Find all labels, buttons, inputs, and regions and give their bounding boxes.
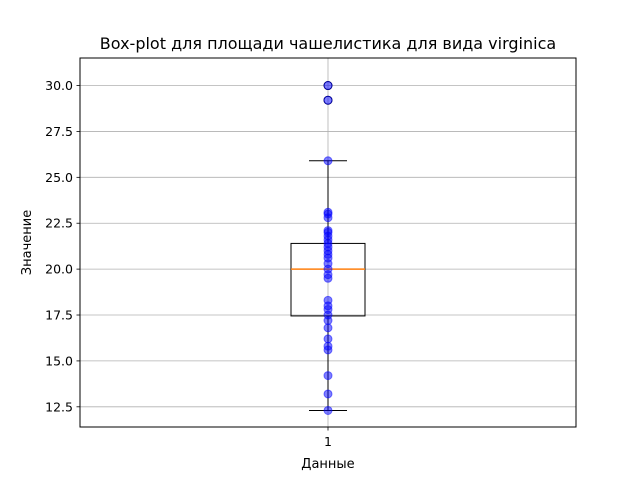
x-axis-label: Данные: [301, 457, 354, 472]
x-tick-label: 1: [324, 434, 332, 449]
data-point: [323, 334, 333, 344]
data-point: [323, 323, 333, 333]
data-point: [323, 389, 333, 399]
plot-area-frame: [79, 57, 577, 428]
y-tick-label: 15.0: [45, 353, 73, 368]
y-tick-label: 12.5: [45, 399, 73, 414]
y-tick-label: 22.5: [45, 216, 73, 231]
data-point: [323, 226, 333, 236]
axis-ticks: 12.5 15.0 17.5 20.0 22.5 25.0 27.5 30.0 1: [45, 78, 332, 449]
data-point: [323, 371, 333, 381]
data-point: [323, 207, 333, 217]
data-point: [323, 341, 333, 351]
chart-title: Box-plot для площади чашелистика для вид…: [100, 34, 556, 53]
data-point: [323, 405, 333, 415]
y-tick-label: 27.5: [45, 124, 73, 139]
data-points: [323, 81, 333, 415]
y-axis-label: Значение: [20, 210, 35, 275]
y-tick-label: 30.0: [45, 78, 73, 93]
data-point: [323, 156, 333, 166]
data-point: [323, 295, 333, 305]
data-point: [323, 81, 333, 91]
data-point: [323, 95, 333, 105]
y-tick-label: 17.5: [45, 308, 73, 323]
y-tick-label: 20.0: [45, 262, 73, 277]
y-tick-label: 25.0: [45, 170, 73, 185]
